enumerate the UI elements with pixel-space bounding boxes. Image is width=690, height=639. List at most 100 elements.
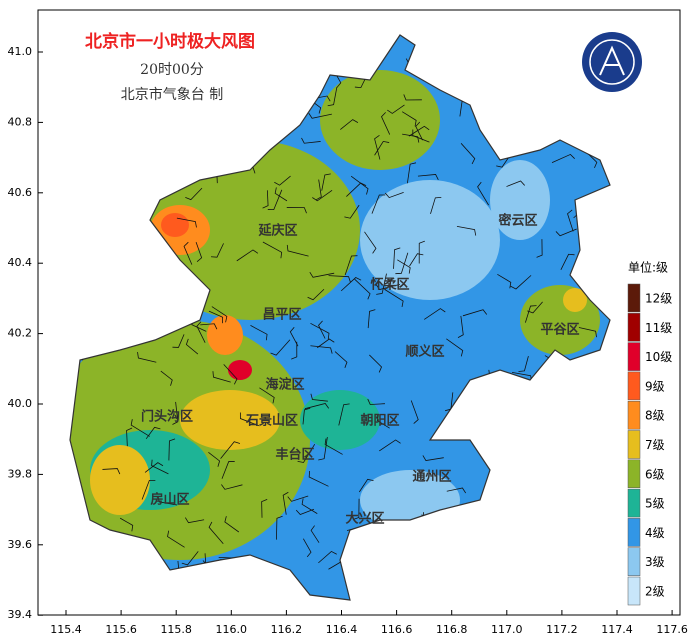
wind-barb	[141, 479, 156, 500]
wind-barb	[551, 153, 575, 163]
district-label: 延庆区	[257, 223, 297, 239]
wind-barb	[460, 143, 476, 165]
wind-barb	[506, 180, 525, 187]
legend-swatch	[627, 283, 641, 313]
x-tick-label: 116.8	[436, 623, 468, 636]
wind-barb	[250, 325, 268, 341]
wind-barb	[183, 241, 193, 265]
title: 北京市一小时极大风图	[85, 31, 255, 52]
wind-barb	[286, 244, 309, 257]
wind-barb	[184, 517, 205, 524]
wind-barb	[422, 455, 444, 462]
y-tick-label: 39.8	[8, 467, 33, 480]
wind-barb	[462, 309, 488, 317]
wind-barb	[397, 259, 411, 274]
wind-barb	[403, 94, 422, 101]
wind-barb	[172, 334, 185, 348]
wind-barb	[309, 271, 335, 278]
wind-barb	[301, 498, 318, 514]
wind-barb	[312, 190, 333, 202]
legend-swatch	[627, 313, 641, 342]
legend-swatch	[627, 547, 641, 576]
wind-barb	[346, 182, 367, 197]
district-label: 海淀区	[265, 377, 304, 393]
x-tick-label: 116.6	[381, 623, 413, 636]
legend-swatch	[627, 518, 641, 547]
district-label: 昌平区	[262, 308, 301, 323]
legend-swatch	[627, 430, 641, 459]
wind-barb	[401, 111, 417, 127]
wind-barb	[301, 137, 321, 144]
district-label: 朝阳区	[360, 413, 399, 429]
x-tick-label: 117.2	[546, 623, 578, 636]
wind-barb	[302, 407, 311, 425]
wind-barb	[477, 181, 489, 206]
wind-barb	[236, 249, 259, 262]
wind-barb	[286, 207, 307, 214]
wind-barb	[567, 209, 574, 232]
wind-barb	[196, 321, 206, 343]
legend-label: 5级	[645, 497, 665, 511]
wind-barb	[287, 495, 309, 502]
district-label: 石景山区	[245, 413, 298, 429]
legend-swatch	[627, 488, 641, 518]
wind-barb	[220, 441, 241, 459]
wind-barb	[446, 487, 467, 494]
time: 20时00分	[140, 62, 204, 78]
district-label: 密云区	[497, 213, 537, 229]
district-label: 门头沟区	[141, 409, 193, 425]
legend-swatch	[627, 459, 641, 489]
legend-swatch	[627, 342, 641, 371]
wind-barb	[381, 112, 391, 135]
district-label: 丰台区	[275, 447, 314, 463]
wind-barb	[274, 175, 291, 186]
y-tick-label: 41.0	[8, 45, 33, 58]
wind-barb	[318, 320, 326, 339]
wind-barb	[536, 239, 543, 258]
wind-barb	[402, 133, 420, 143]
legend-label: 6级	[645, 467, 665, 481]
wind-barb	[221, 484, 243, 490]
wind-barb	[384, 191, 404, 199]
wind-barb	[555, 228, 577, 237]
wind-barb	[369, 354, 383, 373]
legend-label: 2级	[645, 585, 665, 599]
wind-barb	[310, 525, 320, 543]
district-label: 通州区	[412, 469, 451, 485]
wind-barb	[367, 309, 376, 329]
wind-barb	[318, 550, 337, 564]
wind-barb	[211, 306, 228, 323]
wind-barb	[524, 305, 537, 323]
wind-barb	[261, 498, 268, 518]
legend-label: 10级	[645, 350, 672, 364]
legend-label: 9级	[645, 379, 665, 393]
wind-barb	[415, 121, 423, 141]
wind-barb	[276, 515, 283, 540]
wind-barb	[119, 517, 134, 532]
wind-barb	[518, 356, 529, 372]
wind-barb	[308, 113, 332, 119]
x-tick-label: 116.4	[326, 623, 358, 636]
wind-barb	[315, 179, 322, 201]
wind-barb	[176, 217, 197, 228]
wind-barb	[327, 86, 338, 107]
wind-barb	[282, 491, 289, 515]
wind-barb	[410, 400, 419, 424]
wind-barb	[223, 364, 238, 385]
legend-label: 8级	[645, 409, 665, 423]
district-label: 房山区	[150, 492, 189, 508]
y-tick-label: 40.8	[8, 115, 33, 128]
legend-label: 12级	[645, 292, 672, 306]
x-tick-label: 115.6	[105, 623, 137, 636]
wind-barb	[126, 427, 133, 447]
district-label: 怀柔区	[370, 277, 409, 293]
wind-barb	[259, 387, 275, 404]
wind-barb	[208, 310, 224, 324]
y-tick-label: 40.4	[8, 256, 33, 269]
wind-barb	[334, 351, 348, 368]
wind-barb	[446, 338, 464, 357]
wind-barb	[340, 119, 359, 130]
wind-barb	[317, 338, 335, 349]
wind-barb	[208, 452, 221, 467]
